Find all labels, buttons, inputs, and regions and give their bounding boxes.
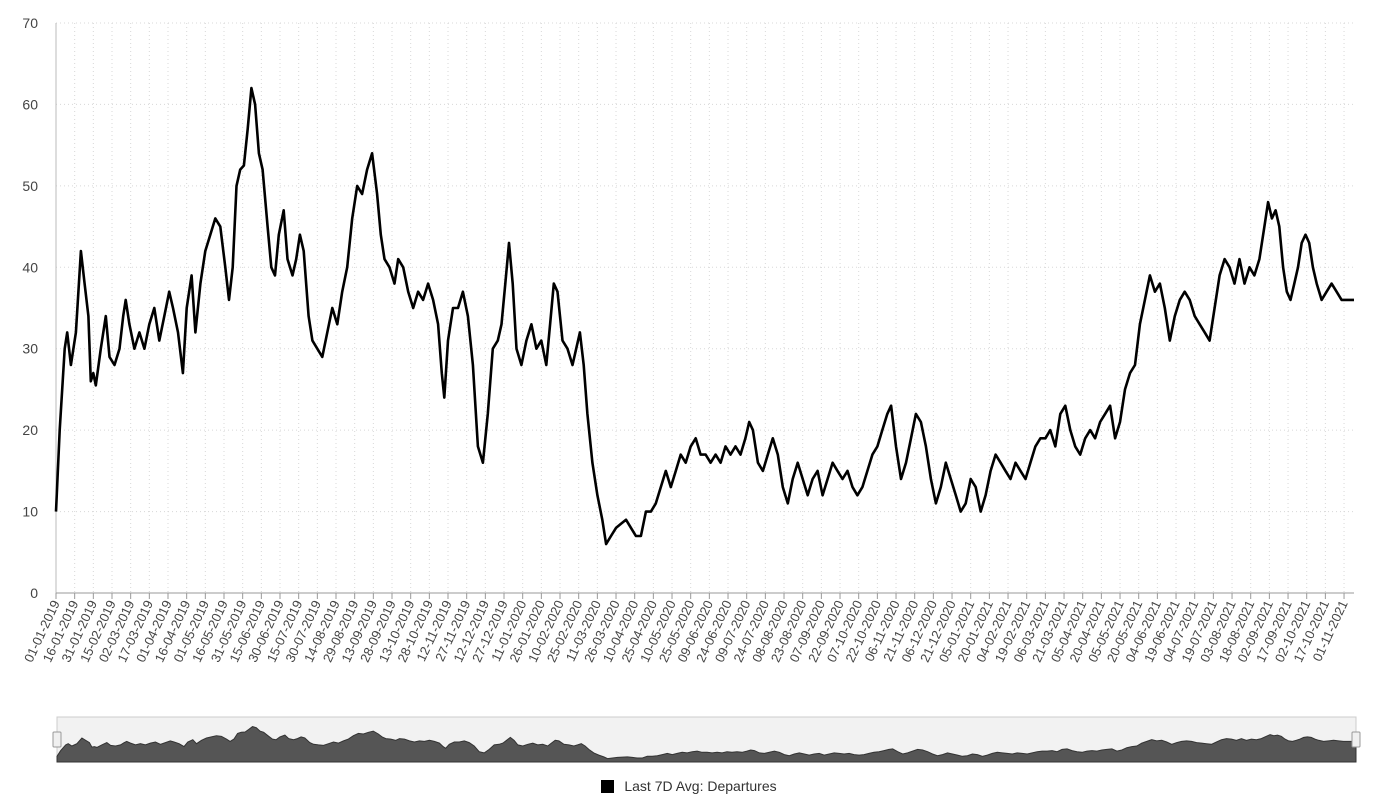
y-tick-label: 50 xyxy=(22,178,38,194)
series-layer xyxy=(54,86,1354,546)
y-tick-label: 0 xyxy=(30,585,38,601)
legend-swatch xyxy=(601,780,615,793)
axes: 01020304050607001-01-201916-01-201931-01… xyxy=(21,15,1354,665)
navigator-area xyxy=(56,726,1357,763)
chart-svg: 01020304050607001-01-201916-01-201931-01… xyxy=(21,15,1361,763)
navigator-right-handle[interactable] xyxy=(1351,731,1361,748)
y-tick-label: 10 xyxy=(22,504,38,520)
legend[interactable]: Last 7D Avg: Departures xyxy=(0,778,1378,794)
y-tick-label: 30 xyxy=(22,341,38,357)
legend-label: Last 7D Avg: Departures xyxy=(624,778,777,794)
y-tick-label: 40 xyxy=(22,259,38,275)
y-tick-label: 70 xyxy=(22,15,38,31)
y-tick-label: 60 xyxy=(22,96,38,112)
series-line xyxy=(54,86,1354,546)
navigator-left-handle[interactable] xyxy=(52,731,62,748)
y-tick-label: 20 xyxy=(22,422,38,438)
navigator[interactable] xyxy=(52,716,1361,763)
